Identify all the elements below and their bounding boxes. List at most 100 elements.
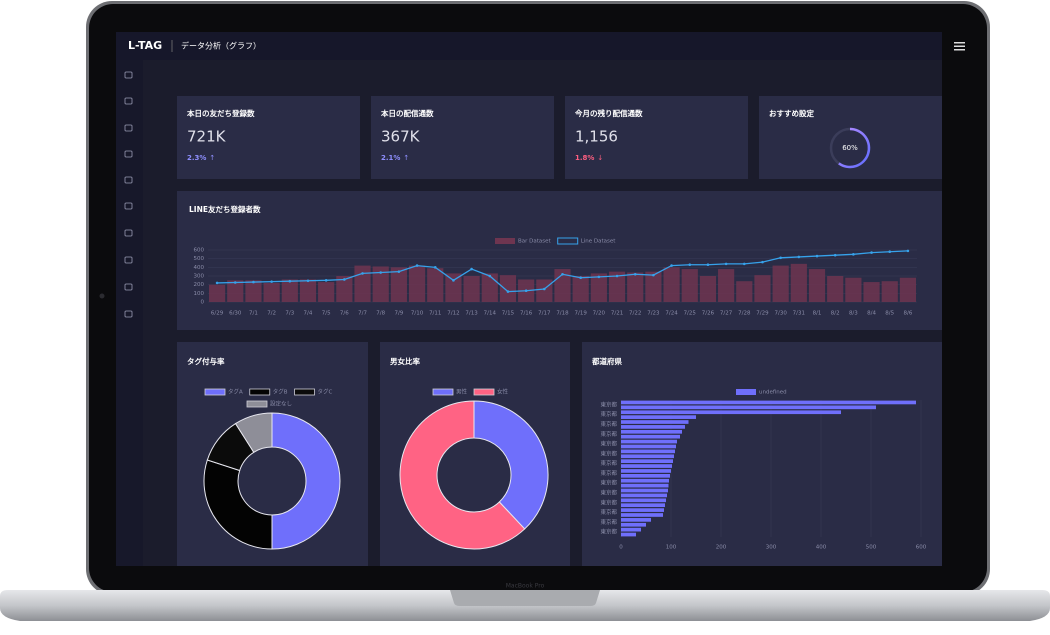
legend-label: Line Dataset	[581, 239, 617, 245]
y-tick-label: 東京都	[600, 518, 617, 526]
x-tick-label: 7/2	[267, 311, 276, 317]
bar	[621, 454, 674, 459]
y-tick-label: 300	[194, 274, 205, 280]
x-tick-label: 7/22	[629, 311, 641, 317]
page-title: データ分析（グラフ）	[181, 41, 261, 51]
bar	[621, 429, 682, 434]
x-tick-label: 7/26	[702, 311, 715, 317]
line-point	[324, 279, 328, 282]
x-tick-label: 8/3	[849, 311, 858, 317]
sidebar-icon[interactable]	[124, 283, 133, 291]
bar	[299, 279, 317, 302]
sidebar-icon[interactable]	[124, 150, 133, 158]
panel	[582, 342, 942, 566]
bar	[808, 269, 826, 302]
bar	[227, 280, 244, 302]
line-point	[852, 253, 855, 256]
y-tick-label: 100	[194, 291, 205, 297]
legend-swatch	[557, 237, 579, 245]
line-point	[470, 267, 473, 271]
x-tick-label: 8/4	[867, 311, 876, 317]
line-point	[506, 290, 510, 293]
bar	[621, 410, 841, 415]
line-point	[742, 262, 746, 266]
x-tick-label: 7/3	[285, 311, 294, 317]
legend-label: 男性	[456, 388, 468, 396]
card-change: 2.1%	[381, 154, 400, 162]
sidebar-icon[interactable]	[124, 124, 133, 132]
bar	[336, 276, 353, 302]
donut-segment	[271, 412, 341, 550]
x-tick-label: 8/1	[813, 311, 822, 317]
line-point	[906, 249, 910, 253]
bar	[621, 522, 646, 527]
sidebar-icon[interactable]	[124, 176, 133, 184]
x-tick-label: 7/16	[520, 311, 533, 317]
x-tick-label: 7/14	[484, 311, 497, 317]
line-point	[761, 260, 764, 264]
card-label: 今月の残り配信通数	[574, 108, 643, 118]
bar	[318, 282, 335, 302]
bar	[621, 425, 685, 429]
y-tick-label: 東京都	[600, 430, 617, 438]
y-tick-label: 東京都	[600, 459, 617, 467]
bar	[445, 273, 462, 302]
x-tick-label: 8/6	[903, 311, 912, 317]
x-tick-label: 7/21	[611, 311, 623, 317]
line-point	[433, 266, 437, 269]
bar	[863, 282, 880, 302]
chart-title: LINE友だち登録者数	[189, 204, 261, 214]
donut-segment	[234, 412, 273, 453]
panel	[177, 191, 942, 330]
bar	[699, 276, 717, 302]
line-point	[561, 272, 564, 276]
bar	[621, 464, 672, 468]
x-tick-label: 7/30	[774, 311, 787, 317]
sidebar-icon[interactable]	[124, 310, 133, 318]
x-tick-label: 6/30	[229, 311, 242, 317]
bar	[621, 532, 636, 537]
bar	[481, 273, 498, 302]
card-label: おすすめ設定	[769, 108, 814, 118]
bar	[621, 518, 651, 522]
card-label: 本日の配信通数	[380, 108, 434, 118]
line-point	[815, 254, 819, 258]
base-notch	[450, 590, 600, 606]
sidebar-icon[interactable]	[124, 256, 133, 264]
sidebar-icon[interactable]	[124, 229, 133, 237]
x-tick-label: 7/31	[793, 311, 805, 317]
line-point	[306, 279, 310, 283]
x-tick-label: 7/4	[304, 311, 313, 317]
line-point	[488, 274, 492, 278]
sidebar-icon[interactable]	[124, 202, 133, 210]
line-point	[579, 276, 582, 280]
bar	[245, 280, 262, 302]
menu-button[interactable]	[954, 42, 965, 51]
x-tick-label: 7/25	[684, 311, 697, 317]
bar	[408, 265, 426, 302]
bar	[390, 267, 407, 302]
card	[177, 96, 360, 179]
x-tick-label: 7/13	[465, 311, 478, 317]
bar	[463, 276, 480, 302]
bar	[621, 459, 673, 464]
line-point	[215, 281, 219, 285]
legend-swatch	[294, 388, 315, 396]
bar	[263, 282, 280, 302]
legend-swatch	[736, 389, 756, 395]
bar	[736, 281, 753, 302]
bar	[621, 473, 670, 478]
donut-segment	[473, 400, 549, 530]
legend-label: 女性	[497, 388, 509, 396]
legend-swatch	[473, 388, 495, 396]
sidebar-icon[interactable]	[124, 97, 133, 105]
card	[565, 96, 748, 179]
bar	[663, 267, 680, 302]
line-point	[870, 251, 873, 254]
device-label: MacBook Pro	[506, 583, 545, 590]
x-tick-label: 7/15	[502, 311, 515, 317]
bar	[621, 469, 671, 473]
sidebar-icon[interactable]	[124, 71, 133, 79]
x-tick-label: 100	[666, 545, 677, 551]
line-point	[415, 264, 419, 267]
